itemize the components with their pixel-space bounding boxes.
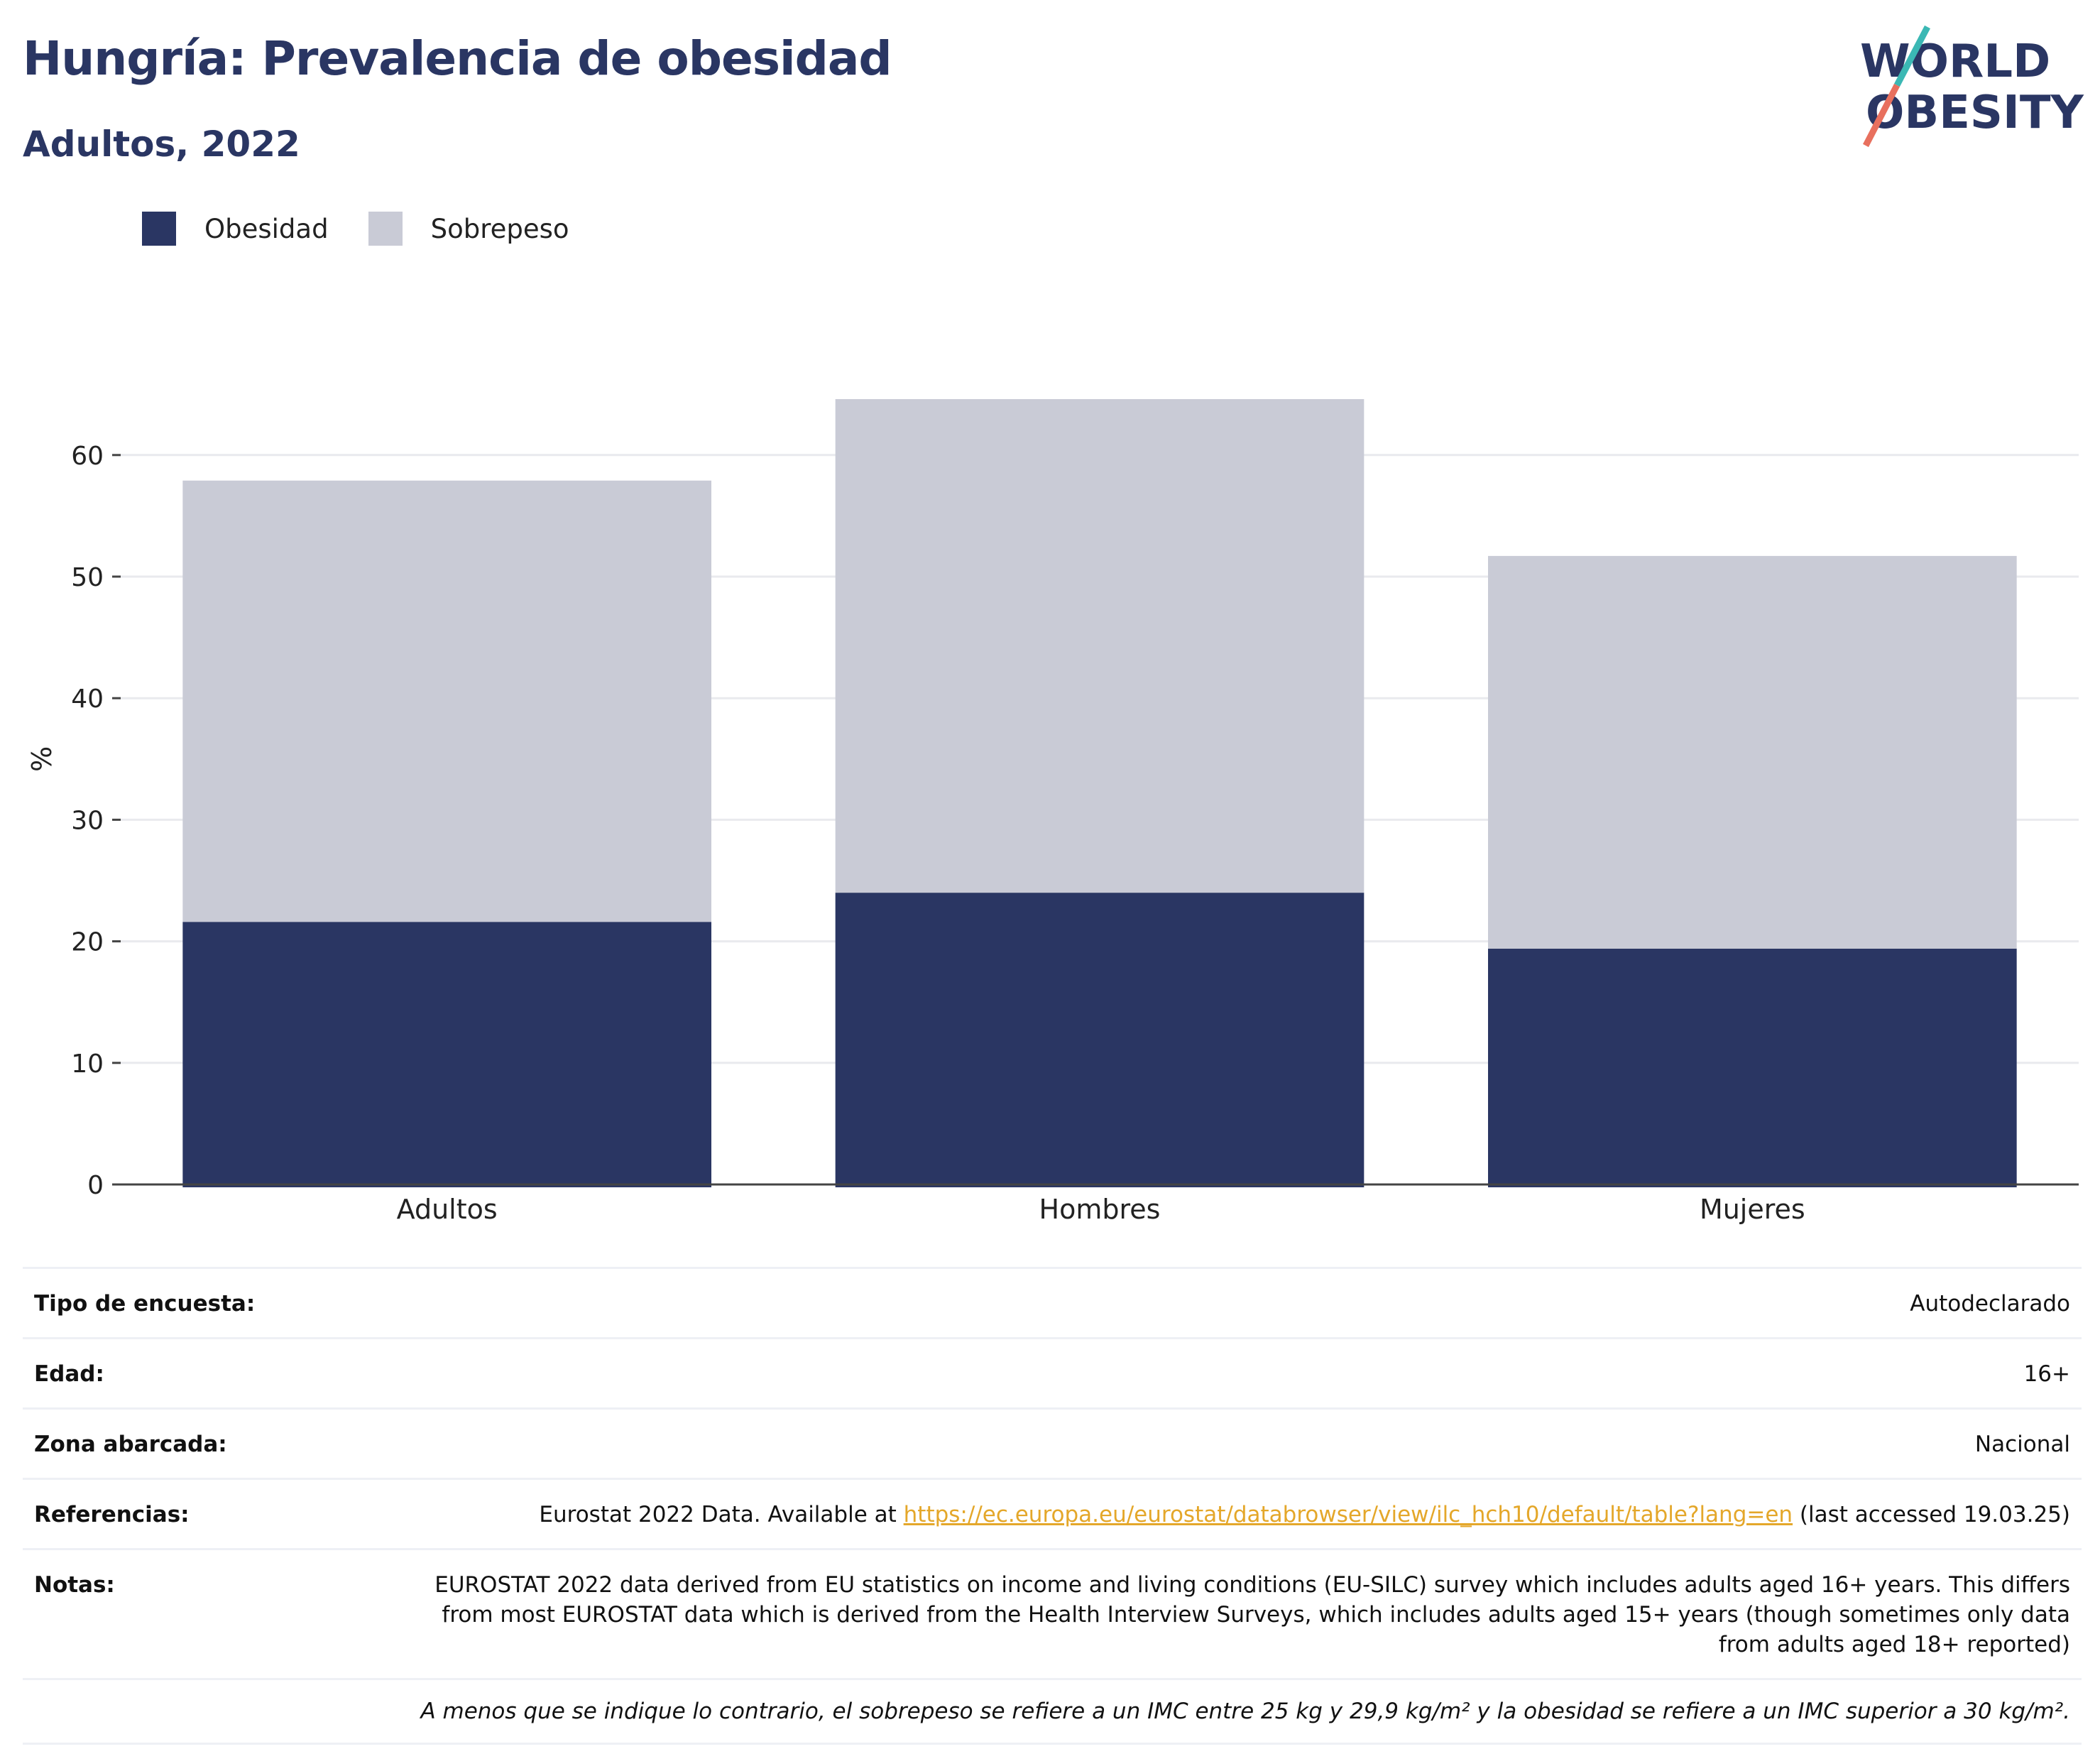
world-obesity-logo: WORLD OBESITY <box>1860 25 2084 148</box>
references-suffix: (last accessed 19.03.25) <box>1793 1502 2070 1527</box>
info-row-references: Referencias: Eurostat 2022 Data. Availab… <box>23 1478 2082 1548</box>
bar-adultos-sobrepeso[interactable] <box>182 480 711 922</box>
info-key: Edad: <box>34 1361 104 1387</box>
page-subtitle: Adultos, 2022 <box>23 124 300 165</box>
info-row-notes: Notas: EUROSTAT 2022 data derived from E… <box>23 1548 2082 1678</box>
bar-chart: 0 10 20 30 40 50 60 Adultos Hombres Mujeres % <box>26 399 2079 1225</box>
y-tick-label: 50 <box>71 563 104 592</box>
info-value: EUROSTAT 2022 data derived from EU stati… <box>434 1572 2070 1657</box>
references-prefix: Eurostat 2022 Data. Available at <box>539 1502 904 1527</box>
info-key: Referencias: <box>34 1502 190 1527</box>
y-axis-ticks: 0 10 20 30 40 50 60 <box>71 442 121 1200</box>
page-title: Hungría: Prevalencia de obesidad <box>23 31 892 86</box>
y-tick-label: 0 <box>87 1171 104 1200</box>
x-tick-label: Hombres <box>1039 1194 1161 1225</box>
references-link[interactable]: https://ec.europa.eu/eurostat/databrowse… <box>903 1502 1793 1527</box>
info-value: Eurostat 2022 Data. Available at https:/… <box>539 1500 2070 1530</box>
svg-text:WORLD: WORLD <box>1860 36 2050 88</box>
y-tick-label: 20 <box>71 928 104 957</box>
legend-label-obesity: Obesidad <box>204 213 329 244</box>
legend-label-overweight: Sobrepeso <box>430 213 569 244</box>
info-key: Tipo de encuesta: <box>34 1291 256 1317</box>
info-row-area: Zona abarcada: Nacional <box>23 1407 2082 1478</box>
info-table: Tipo de encuesta: Autodeclarado Edad: 16… <box>23 1267 2082 1745</box>
info-row-survey-type: Tipo de encuesta: Autodeclarado <box>23 1267 2082 1337</box>
bars <box>182 399 2017 1187</box>
y-tick-label: 10 <box>71 1050 104 1079</box>
bar-adultos-obesidad[interactable] <box>182 922 711 1187</box>
info-key: Zona abarcada: <box>34 1432 227 1457</box>
x-tick-label: Adultos <box>397 1194 498 1225</box>
chart-legend: Obesidad Sobrepeso <box>142 212 609 246</box>
legend-item-overweight[interactable]: Sobrepeso <box>368 212 569 246</box>
info-key: Notas: <box>34 1572 115 1598</box>
y-tick-label: 60 <box>71 442 104 471</box>
legend-swatch-overweight <box>368 212 403 246</box>
footnote: A menos que se indique lo contrario, el … <box>23 1678 2082 1745</box>
bar-mujeres-sobrepeso[interactable] <box>1488 555 2017 949</box>
info-value: Autodeclarado <box>1910 1291 2070 1317</box>
svg-text:OBESITY: OBESITY <box>1866 87 2084 139</box>
y-axis-label: % <box>26 746 58 772</box>
info-value: Nacional <box>1974 1432 2070 1457</box>
x-axis-labels: Adultos Hombres Mujeres <box>397 1194 1805 1225</box>
legend-swatch-obesity <box>142 212 176 246</box>
bar-hombres-sobrepeso[interactable] <box>835 399 1365 893</box>
y-tick-label: 30 <box>71 806 104 835</box>
y-tick-label: 40 <box>71 685 104 714</box>
info-row-age: Edad: 16+ <box>23 1337 2082 1407</box>
bar-mujeres-obesidad[interactable] <box>1488 948 2017 1187</box>
bar-hombres-obesidad[interactable] <box>835 893 1365 1187</box>
x-tick-label: Mujeres <box>1700 1194 1805 1225</box>
legend-item-obesity[interactable]: Obesidad <box>142 212 329 246</box>
info-value: 16+ <box>2023 1361 2070 1387</box>
